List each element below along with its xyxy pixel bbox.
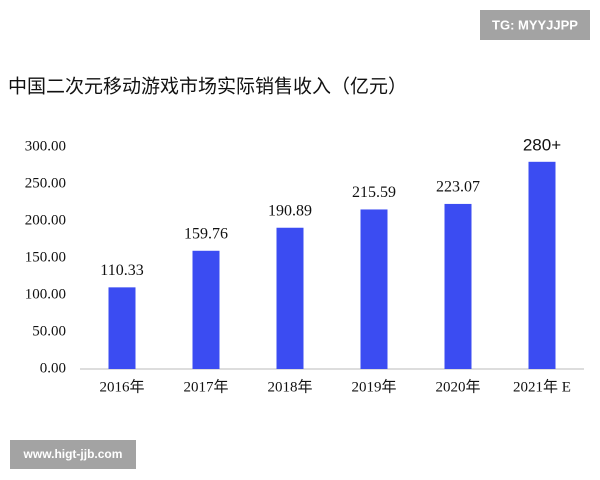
y-tick-label: 300.00 [25, 138, 66, 154]
y-tick-label: 250.00 [25, 175, 66, 191]
y-tick-label: 0.00 [40, 360, 66, 376]
x-tick-label: 2020年 [435, 378, 480, 395]
data-label: 280+ [523, 135, 561, 154]
bar [444, 203, 472, 369]
bar [360, 209, 388, 369]
x-tick-label: 2021年 E [513, 378, 571, 395]
bar [192, 250, 220, 369]
y-tick-label: 200.00 [25, 212, 66, 228]
x-tick-label: 2018年 [267, 378, 312, 395]
data-label: 190.89 [268, 202, 312, 219]
data-label: 159.76 [184, 225, 228, 242]
bar [276, 227, 304, 369]
y-tick-label: 150.00 [25, 249, 66, 265]
data-label: 223.07 [436, 179, 480, 196]
watermark: TG: MYYJJPP [492, 17, 578, 32]
watermark: www.higt-jjb.com [23, 447, 123, 461]
bar [108, 287, 136, 369]
x-tick-label: 2019年 [351, 378, 396, 395]
y-tick-label: 100.00 [25, 286, 66, 302]
watermark-box [480, 10, 590, 40]
data-label: 215.59 [352, 184, 396, 201]
watermark-box [10, 440, 136, 469]
y-tick-label: 50.00 [32, 323, 66, 339]
chart-title: 中国二次元移动游戏市场实际销售收入（亿元） [8, 75, 407, 97]
x-tick-label: 2017年 [183, 378, 228, 395]
bar [528, 161, 556, 369]
x-tick-label: 2016年 [99, 378, 144, 395]
data-label: 110.33 [100, 262, 143, 279]
